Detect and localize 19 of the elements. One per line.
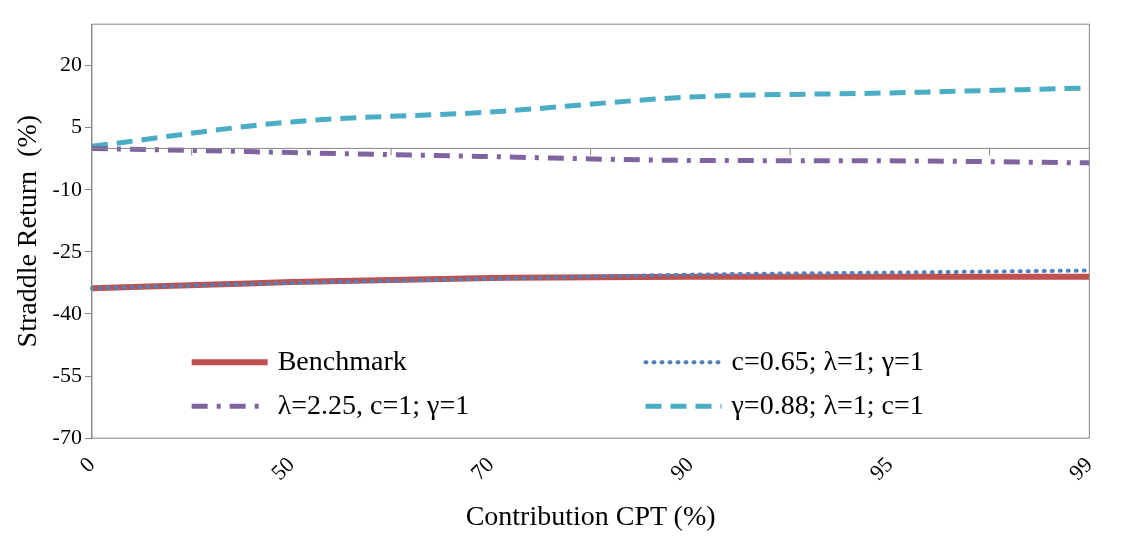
x-tick-label: 99 [1063, 451, 1097, 485]
y-tick-label: -40 [52, 299, 82, 325]
y-tick-label: -55 [52, 361, 82, 387]
y-tick-label: -10 [52, 175, 82, 201]
x-tick-label: 50 [265, 451, 300, 485]
y-tick-label: 5 [70, 113, 82, 139]
y-tick-label: -70 [52, 423, 82, 449]
y-tick-label: 20 [59, 51, 82, 77]
legend-label: Benchmark [277, 344, 407, 376]
legend-label: γ=0.88; λ=1; c=1 [730, 388, 924, 420]
legend-label: c=0.65; λ=1; γ=1 [731, 344, 924, 376]
y-axis-title: Straddle Return (%) [11, 114, 43, 348]
x-tick-label: 90 [664, 451, 698, 485]
x-tick-label: 0 [74, 451, 100, 477]
y-tick-label: -25 [52, 237, 82, 263]
x-tick-label: 70 [465, 451, 499, 485]
x-axis-title: Contribution CPT (%) [465, 499, 716, 531]
x-tick-label: 95 [864, 451, 898, 485]
legend-label: λ=2.25, c=1; γ=1 [277, 388, 470, 420]
